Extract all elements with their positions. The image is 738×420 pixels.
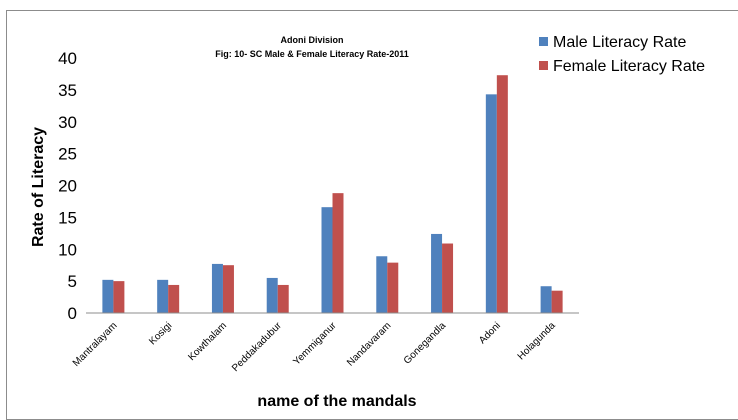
bar-male-adoni [485, 94, 497, 314]
chart-frame [6, 10, 738, 420]
bar-female-peddakadubur [277, 284, 289, 313]
bars [102, 75, 563, 314]
chart-title: Adoni Division [281, 35, 344, 45]
y-tick-label: 15 [58, 208, 77, 227]
bar-female-mantralayam [113, 281, 125, 313]
y-tick-label: 40 [58, 49, 77, 68]
bar-female-gonegandla [442, 243, 454, 313]
legend-label-female: Female Literacy Rate [553, 58, 705, 75]
legend-swatch-male [539, 37, 548, 46]
x-tick-label: Holagunda [516, 320, 558, 362]
y-axis-label: Rate of Literacy [30, 127, 47, 247]
x-tick-label: Yemmiganur [291, 320, 339, 368]
bar-female-adoni [496, 75, 508, 314]
chart-subtitle: Fig: 10- SC Male & Female Literacy Rate-… [215, 49, 409, 59]
bar-male-gonegandla [431, 233, 443, 313]
bar-male-nandavaram [376, 256, 388, 313]
x-axis-label: name of the mandals [257, 393, 416, 410]
y-tick-label: 20 [58, 177, 77, 196]
bar-male-kosigi [157, 279, 169, 313]
x-tick-label: Nandavaram [345, 320, 393, 368]
bar-female-nandavaram [387, 262, 399, 313]
x-tick-label: Mantralayam [71, 320, 120, 369]
y-tick-label: 25 [58, 145, 77, 164]
bar-male-peddakadubur [266, 277, 278, 313]
bar-male-kowthalam [211, 263, 223, 313]
legend-swatch-female [539, 61, 548, 70]
y-axis-ticks: 0 5 10 15 20 25 30 35 40 [58, 49, 77, 323]
y-tick-label: 10 [58, 240, 77, 259]
bar-male-holagunda [540, 286, 552, 313]
x-tick-label: Gonegandla [402, 320, 449, 367]
legend: Male Literacy Rate Female Literacy Rate [539, 34, 705, 75]
y-tick-label: 5 [68, 272, 77, 291]
bar-male-yemmiganur [321, 207, 333, 313]
y-tick-label: 30 [58, 113, 77, 132]
x-tick-label: Kowthalam [186, 320, 229, 363]
x-tick-label: Adoni [477, 320, 503, 346]
bar-female-holagunda [551, 290, 563, 313]
x-axis-ticks: Mantralayam Kosigi Kowthalam Peddakadubur Ye… [71, 320, 558, 374]
x-tick-label: Peddakadubur [230, 320, 284, 374]
x-tick-label: Kosigi [147, 320, 174, 347]
bar-female-yemmiganur [332, 193, 344, 313]
y-tick-label: 0 [68, 304, 77, 323]
legend-label-male: Male Literacy Rate [553, 34, 686, 51]
bar-female-kosigi [168, 284, 180, 313]
y-tick-label: 35 [58, 81, 77, 100]
bar-male-mantralayam [102, 279, 114, 313]
bar-female-kowthalam [222, 265, 234, 313]
